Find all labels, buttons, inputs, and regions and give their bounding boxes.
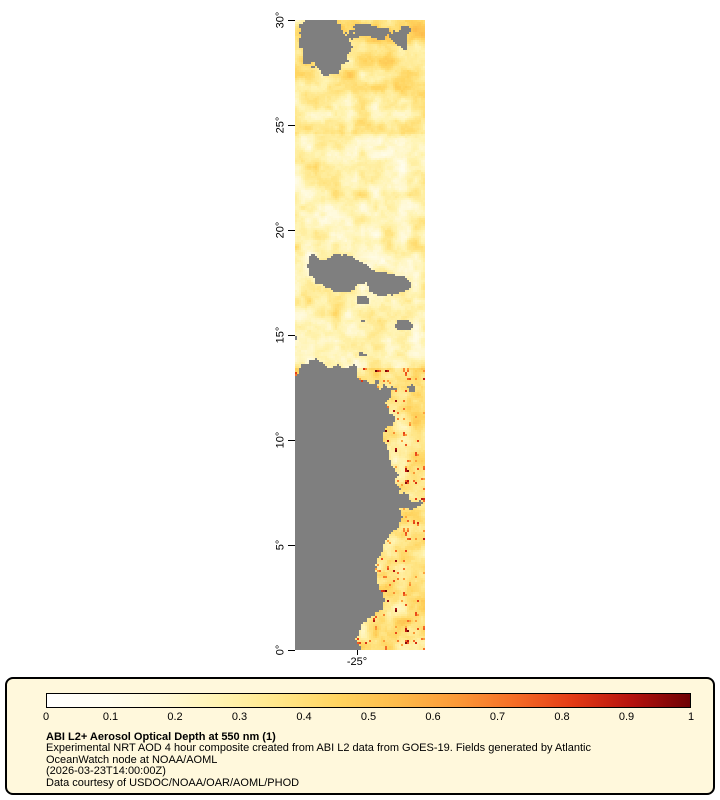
legend-line: Data courtesy of USDOC/NOAA/OAR/AOML/PHO… xyxy=(46,776,300,789)
colorbar-gradient xyxy=(46,693,691,708)
colorbar-tick-label: 0.9 xyxy=(618,711,635,723)
colorbar-tick-label: 0.7 xyxy=(489,711,506,723)
legend-text: ABI L2+ Aerosol Optical Depth at 550 nm … xyxy=(46,731,697,789)
lat-tick-label: 5° xyxy=(274,539,287,551)
colorbar-ticks: 0 0.1 0.2 0.3 0.4 0.5 0.6 0.7 0.8 0.9 1 xyxy=(42,711,695,725)
colorbar-tick-label: 0.1 xyxy=(102,711,119,723)
lon-tick-label: -25° xyxy=(346,656,368,668)
lat-tick xyxy=(288,334,295,336)
colorbar-tick-label: 0 xyxy=(42,711,50,723)
lat-tick-label: 25° xyxy=(274,116,287,134)
lat-tick-label: 20° xyxy=(274,221,287,239)
lat-tick-label: 30° xyxy=(274,11,287,29)
lat-tick-label: 0° xyxy=(274,644,287,656)
lat-tick xyxy=(288,124,295,126)
colorbar-tick-label: 0.4 xyxy=(296,711,312,723)
lon-tick xyxy=(357,650,358,655)
colorbar-tick-label: 1 xyxy=(687,711,695,723)
lat-tick xyxy=(288,649,295,651)
colorbar-tick-label: 0.5 xyxy=(360,711,377,723)
lat-tick xyxy=(288,544,295,546)
lat-tick xyxy=(288,439,295,441)
lat-tick xyxy=(288,229,295,231)
colorbar-tick-label: 0.2 xyxy=(167,711,183,723)
legend-line: (2026-03-23T14:00:00Z) xyxy=(46,765,166,777)
legend-line: OceanWatch node at NOAA/AOML xyxy=(46,753,218,766)
lat-tick-label: 15° xyxy=(274,326,287,344)
colorbar-tick-label: 0.8 xyxy=(554,711,570,723)
colorbar-tick-label: 0.6 xyxy=(425,711,441,723)
legend-line: Experimental NRT AOD 4 hour composite cr… xyxy=(46,742,591,754)
colorbar-tick-label: 0.3 xyxy=(231,711,248,723)
legend-title: ABI L2+ Aerosol Optical Depth at 550 nm … xyxy=(46,731,276,743)
legend-box: 0 0.1 0.2 0.3 0.4 0.5 0.6 0.7 0.8 0.9 1 ABI L2+ Ae… xyxy=(5,677,715,795)
lat-tick xyxy=(288,19,295,21)
aod-map-canvas xyxy=(295,20,425,650)
lat-tick-label: 10° xyxy=(274,431,287,449)
